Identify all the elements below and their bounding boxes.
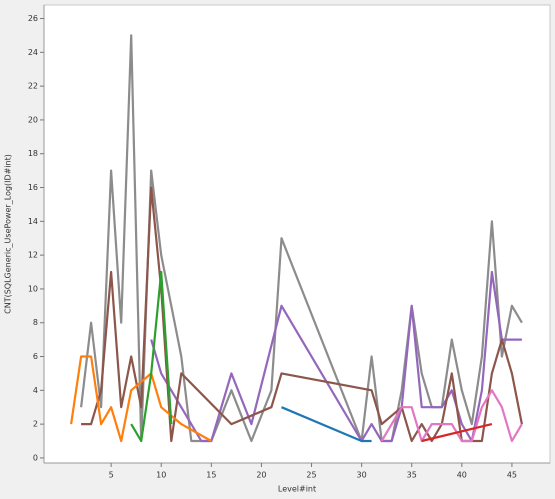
y-tick-label: 0 [33,453,38,462]
y-tick-label: 26 [28,14,38,23]
x-tick-label: 20 [256,471,266,480]
y-axis-label: CNT(SQLGeneric_UsePower_Log(ID#int) [4,154,13,314]
y-tick-label: 16 [28,183,38,192]
series-line [80,34,523,443]
series-line [130,270,173,443]
x-tick-label: 25 [306,471,316,480]
series-line [81,186,523,443]
plot-area [43,4,551,464]
y-tick-label: 6 [33,352,38,361]
y-tick-label: 8 [33,318,38,327]
y-tick-label: 22 [28,82,38,91]
x-tick-label: 40 [457,471,467,480]
series-line [150,270,522,443]
x-axis-label: Level#int [278,485,316,494]
series-line [281,406,372,443]
x-tick-label: 30 [357,471,367,480]
x-tick-label: 35 [407,471,417,480]
series-line [70,355,212,443]
series-line [421,423,493,443]
series-line [380,389,523,443]
x-tick-label: 5 [109,471,114,480]
y-tick-label: 14 [28,217,38,226]
y-tick-label: 2 [33,420,38,429]
y-tick-label: 24 [28,48,38,57]
x-tick-label: 15 [206,471,216,480]
y-tick-label: 12 [28,251,38,260]
y-tick-label: 10 [28,284,38,293]
y-tick-label: 20 [28,115,38,124]
x-tick-label: 10 [156,471,166,480]
y-tick-label: 4 [33,386,38,395]
x-tick-label: 45 [507,471,517,480]
y-tick-label: 18 [28,149,38,158]
